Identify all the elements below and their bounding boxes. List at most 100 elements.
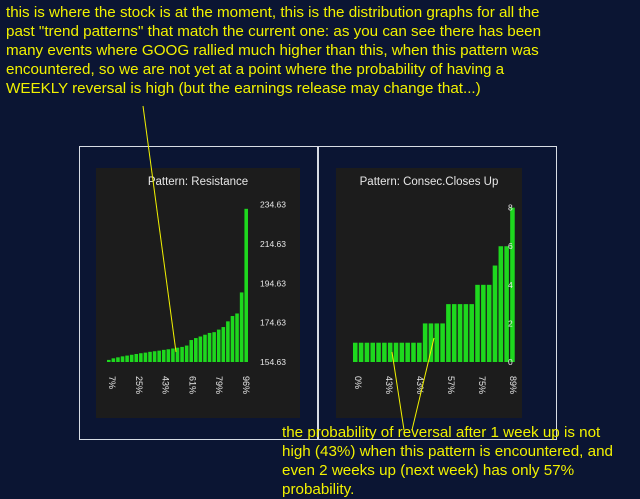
chart-bar (446, 304, 451, 362)
x-tick-label: 0% (353, 376, 363, 389)
chart-bar (417, 342, 422, 362)
chart-bar (152, 351, 157, 362)
chart-title: Pattern: Resistance (148, 176, 248, 188)
chart-bar (498, 246, 504, 362)
chart-bar (393, 342, 399, 362)
chart-frame-resistance (79, 146, 318, 440)
y-tick-label: 194.63 (260, 278, 286, 288)
chart-bar (239, 292, 244, 362)
x-tick-label: 57% (446, 376, 456, 394)
chart-bar (107, 359, 111, 362)
chart-bar (428, 323, 434, 362)
y-tick-label: 234.63 (260, 200, 286, 210)
x-tick-label: 43% (384, 376, 394, 394)
chart-bar (203, 334, 207, 362)
chart-bar (194, 338, 198, 362)
chart-bar (422, 323, 428, 362)
chart-bar (469, 304, 474, 362)
y-tick-label: 174.63 (260, 318, 286, 328)
chart-bar (143, 352, 148, 362)
chart-title: Pattern: Consec.Closes Up (360, 176, 499, 188)
annotation-line: many events where GOOG rallied much high… (6, 42, 539, 59)
x-tick-label: 96% (241, 376, 251, 394)
pointer-line (391, 351, 405, 431)
chart-bar (157, 350, 161, 362)
x-tick-label: 7% (107, 376, 117, 389)
chart-bar (353, 342, 358, 362)
chart-bar (387, 342, 393, 362)
chart-bar (457, 304, 463, 362)
annotation-pointers (142, 105, 435, 431)
chart-bar (510, 207, 515, 362)
chart-bar (399, 342, 405, 362)
chart-panel (96, 168, 300, 418)
chart-bar (184, 345, 189, 362)
chart-bar (440, 323, 445, 362)
annotation-line: this is where the stock is at the moment… (6, 4, 540, 21)
annotation-line: even 2 weeks up (next week) has only 57% (282, 462, 575, 479)
chart-frame-consec-closes (318, 146, 557, 440)
chart-bar (382, 342, 387, 362)
chart-bar (198, 336, 203, 362)
chart-bar (148, 351, 152, 362)
chart-bar (235, 313, 239, 362)
chart-bar (189, 340, 194, 362)
annotation-line: encountered, so we are not yet at a poin… (6, 61, 505, 78)
chart-bar (207, 332, 212, 362)
annotation-line: WEEKLY reversal is high (but the earning… (6, 80, 481, 97)
pointer-line (142, 105, 177, 353)
chart-bar (139, 353, 143, 362)
x-tick-label: 61% (187, 376, 197, 394)
annotation-line: high (43%) when this pattern is encounte… (282, 443, 613, 460)
chart-bar (230, 316, 235, 362)
y-tick-label: 8 (508, 203, 513, 213)
chart-bar (120, 356, 125, 362)
chart-bar (216, 329, 221, 362)
x-tick-label: 43% (415, 376, 425, 394)
chart-bar (370, 342, 375, 362)
chart-bar (504, 246, 509, 362)
chart-bar (358, 342, 364, 362)
chart-bar (212, 332, 216, 362)
annotation-line: past "trend patterns" that match the cur… (6, 23, 542, 40)
y-tick-label: 214.63 (260, 239, 286, 249)
chart-bar (475, 284, 480, 362)
y-tick-label: 6 (508, 241, 513, 251)
chart-bar (221, 327, 226, 362)
x-tick-label: 79% (214, 376, 224, 394)
annotation-line: the probability of reversal after 1 week… (282, 424, 601, 441)
chart-bar (451, 304, 457, 362)
chart-bar (180, 346, 184, 362)
chart-bar (134, 353, 139, 362)
chart-bar (481, 284, 486, 362)
chart-consec-closes-up: Pattern: Consec.Closes Up 0 2 4 6 8 0% 43% 43% 57… (336, 168, 522, 418)
chart-bar (111, 358, 116, 362)
chart-bar (405, 342, 410, 362)
annotation-line: probability. (282, 481, 355, 498)
y-tick-label: 0 (508, 357, 513, 367)
chart-bar (244, 208, 248, 362)
x-tick-label: 25% (134, 376, 144, 394)
chart-bar (364, 342, 370, 362)
chart-bar (116, 357, 120, 362)
chart-resistance: Pattern: Resistance 154.63 174.63 194.63 214… (96, 168, 300, 418)
pointer-line (411, 337, 435, 431)
y-tick-label: 2 (508, 318, 513, 328)
chart-bar (486, 284, 492, 362)
chart-bar (171, 348, 175, 362)
x-tick-label: 75% (477, 376, 487, 394)
chart-bar (161, 349, 166, 362)
chart-bar (376, 342, 381, 362)
x-tick-label: 43% (161, 376, 171, 394)
annotation-top: this is where the stock is at the moment… (6, 3, 541, 98)
chart-bar (226, 321, 230, 362)
chart-bar (125, 355, 129, 362)
chart-bar (166, 349, 171, 362)
chart-bar (129, 354, 134, 362)
y-tick-label: 4 (508, 280, 513, 290)
y-tick-label: 154.63 (260, 357, 286, 367)
chart-bar (463, 304, 469, 362)
annotation-bottom: the probability of reversal after 1 week… (282, 423, 613, 499)
chart-bar (175, 347, 180, 362)
